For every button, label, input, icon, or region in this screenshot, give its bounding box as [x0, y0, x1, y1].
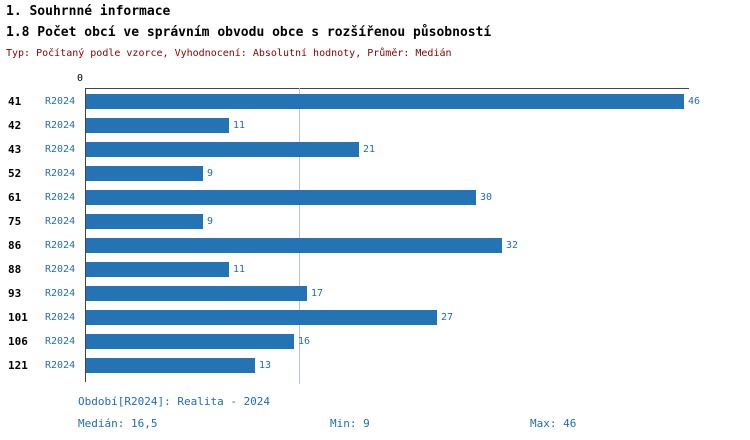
chart-row: 61 R2024 30: [0, 186, 750, 210]
category-label: 88: [8, 263, 22, 276]
chart-row: 88 R2024 11: [0, 258, 750, 282]
x-axis-zero-label: 0: [76, 73, 83, 84]
value-label: 27: [441, 312, 454, 323]
category-label: 43: [8, 143, 22, 156]
series-label: R2024: [45, 144, 76, 155]
chart-row: 106 R2024 16: [0, 330, 750, 354]
bar: [86, 166, 203, 181]
series-label: R2024: [45, 96, 76, 107]
bar: [86, 190, 476, 205]
value-label: 13: [259, 360, 272, 371]
category-label: 86: [8, 239, 22, 252]
bar: [86, 334, 294, 349]
category-label: 61: [8, 191, 22, 204]
stat-median: Medián: 16,5: [78, 417, 158, 430]
value-label: 30: [480, 192, 493, 203]
chart-row: 93 R2024 17: [0, 282, 750, 306]
bar: [86, 310, 437, 325]
chart-row: 101 R2024 27: [0, 306, 750, 330]
chart-row: 43 R2024 21: [0, 138, 750, 162]
chart-title: 1.8 Počet obcí ve správním obvodu obce s…: [6, 25, 492, 40]
bar: [86, 214, 203, 229]
series-label: R2024: [45, 264, 76, 275]
value-label: 17: [311, 288, 324, 299]
series-label: R2024: [45, 360, 76, 371]
value-label: 11: [233, 120, 246, 131]
stat-max: Max: 46: [530, 417, 577, 430]
value-label: 9: [207, 168, 214, 179]
series-label: R2024: [45, 216, 76, 227]
median-gridline: [299, 88, 301, 384]
x-axis-line: [85, 88, 689, 89]
value-label: 16: [298, 336, 311, 347]
y-axis-line: [85, 88, 86, 382]
chart-row: 86 R2024 32: [0, 234, 750, 258]
category-label: 42: [8, 119, 22, 132]
bar: [86, 358, 255, 373]
stat-min: Min: 9: [330, 417, 370, 430]
series-label: R2024: [45, 336, 76, 347]
chart-row: 75 R2024 9: [0, 210, 750, 234]
period-label: Období[R2024]: Realita - 2024: [78, 395, 271, 408]
bar: [86, 286, 307, 301]
category-label: 121: [8, 359, 28, 372]
bar: [86, 238, 502, 253]
chart-row: 52 R2024 9: [0, 162, 750, 186]
value-label: 9: [207, 216, 214, 227]
category-label: 75: [8, 215, 22, 228]
series-label: R2024: [45, 192, 76, 203]
series-label: R2024: [45, 288, 76, 299]
value-label: 46: [688, 96, 701, 107]
bar: [86, 142, 359, 157]
category-label: 41: [8, 95, 22, 108]
series-label: R2024: [45, 312, 76, 323]
category-label: 93: [8, 287, 22, 300]
bar: [86, 94, 684, 109]
series-label: R2024: [45, 120, 76, 131]
chart-row: 42 R2024 11: [0, 114, 750, 138]
value-label: 21: [363, 144, 376, 155]
chart-row: 121 R2024 13: [0, 354, 750, 378]
bar: [86, 118, 229, 133]
bar: [86, 262, 229, 277]
value-label: 11: [233, 264, 246, 275]
chart-row: 41 R2024 46: [0, 90, 750, 114]
category-label: 101: [8, 311, 28, 324]
category-label: 52: [8, 167, 22, 180]
series-label: R2024: [45, 240, 76, 251]
chart-meta: Typ: Počítaný podle vzorce, Vyhodnocení:…: [6, 48, 452, 59]
value-label: 32: [506, 240, 519, 251]
page-title: 1. Souhrnné informace: [6, 4, 171, 19]
series-label: R2024: [45, 168, 76, 179]
category-label: 106: [8, 335, 28, 348]
